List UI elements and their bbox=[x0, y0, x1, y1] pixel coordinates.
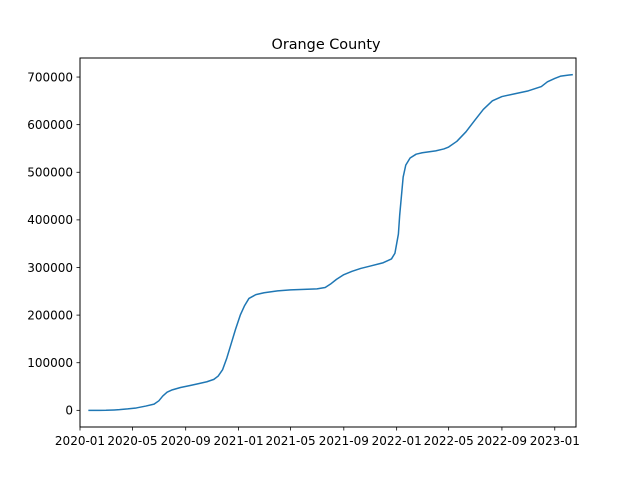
x-tick-label: 2023-01 bbox=[530, 434, 580, 448]
series-layer bbox=[88, 73, 573, 412]
x-tick-label: 2022-09 bbox=[477, 434, 527, 448]
x-tick-label: 2021-09 bbox=[319, 434, 369, 448]
x-tick-label: 2021-01 bbox=[213, 434, 263, 448]
x-tick-label: 2021-05 bbox=[265, 434, 315, 448]
x-tick-label: 2022-05 bbox=[424, 434, 474, 448]
y-tick-label: 600000 bbox=[27, 118, 73, 132]
y-axis: 0 100000 200000 300000 400000 500000 600000 700… bbox=[27, 70, 80, 418]
x-tick-label: 2020-09 bbox=[161, 434, 211, 448]
y-tick-label: 300000 bbox=[27, 261, 73, 275]
plot-frame bbox=[79, 57, 577, 428]
y-tick-label: 400000 bbox=[27, 213, 73, 227]
y-tick-label: 500000 bbox=[27, 166, 73, 180]
x-axis: 2020-01 2020-05 2020-09 2021-01 2021-05 2021-… bbox=[55, 427, 580, 448]
y-tick-label: 200000 bbox=[27, 308, 73, 322]
series-line-0 bbox=[88, 73, 573, 412]
chart-title: Orange County bbox=[272, 37, 381, 53]
x-tick-label: 2020-05 bbox=[107, 434, 157, 448]
x-tick-label: 2022-01 bbox=[372, 434, 422, 448]
y-tick-label: 100000 bbox=[27, 356, 73, 370]
y-tick-label: 700000 bbox=[27, 70, 73, 84]
y-tick-label: 0 bbox=[65, 404, 73, 418]
x-tick-label: 2020-01 bbox=[55, 434, 105, 448]
